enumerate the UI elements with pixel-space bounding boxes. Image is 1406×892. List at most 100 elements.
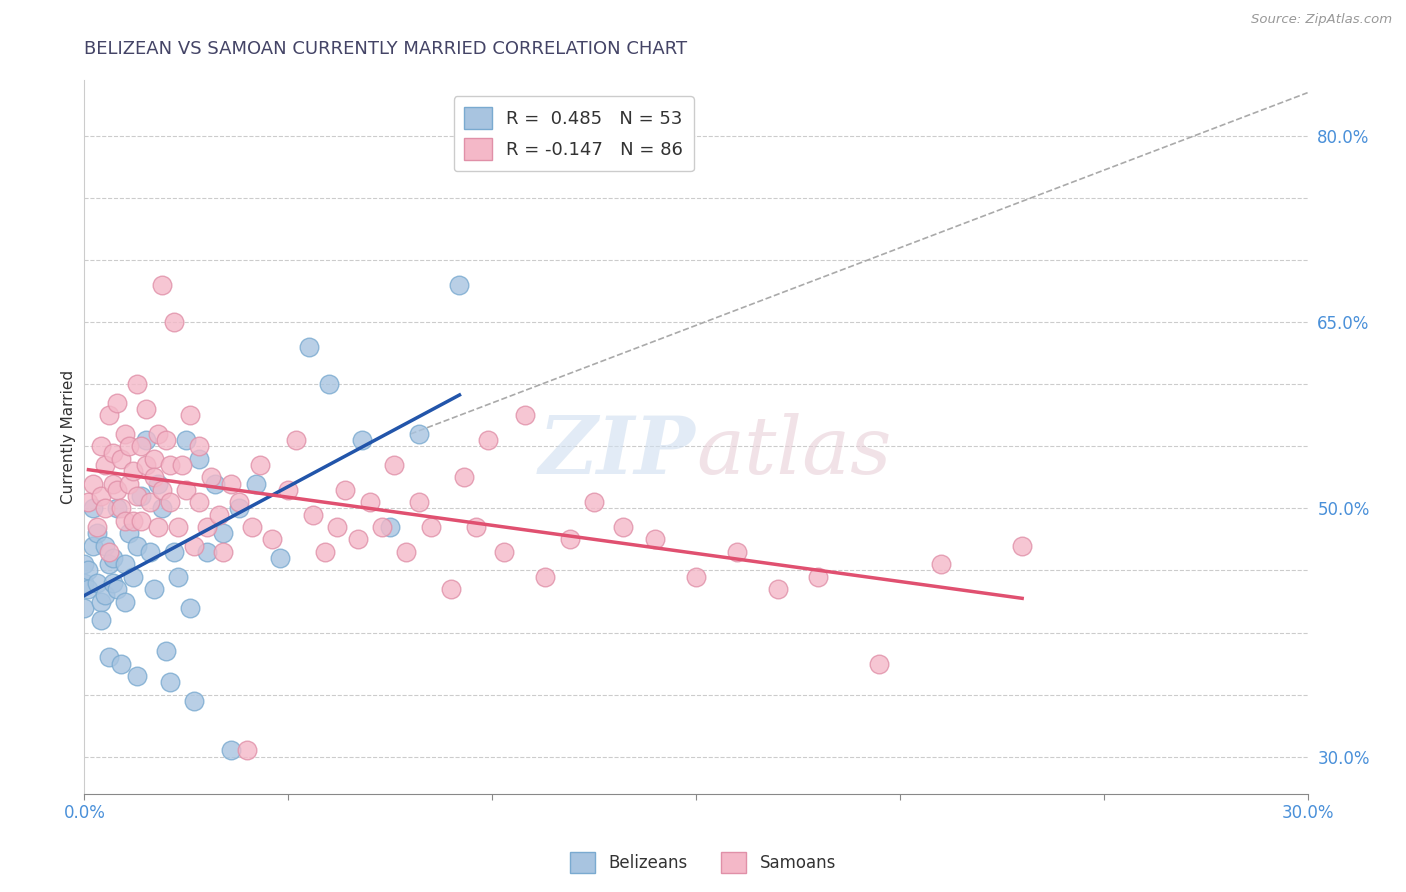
Text: atlas: atlas: [696, 413, 891, 490]
Point: [97, 545, 120, 559]
Point: [122, 570, 145, 584]
Point: [172, 458, 194, 472]
Point: [114, 427, 136, 442]
Point: [187, 495, 209, 509]
Point: [101, 551, 124, 566]
Point: [131, 489, 153, 503]
Point: [1011, 539, 1033, 553]
Point: [301, 508, 323, 522]
Point: [82, 501, 104, 516]
Point: [929, 558, 952, 572]
Point: [260, 533, 283, 547]
Point: [127, 669, 149, 683]
Legend: Belizeans, Samoans: Belizeans, Samoans: [564, 846, 842, 880]
Point: [97, 650, 120, 665]
Point: [93, 539, 115, 553]
Point: [869, 657, 891, 671]
Point: [612, 520, 634, 534]
Point: [174, 483, 197, 497]
Point: [101, 575, 124, 590]
Point: [135, 402, 157, 417]
Text: ZIP: ZIP: [538, 413, 696, 490]
Point: [269, 551, 291, 566]
Point: [90, 489, 112, 503]
Point: [73, 558, 96, 572]
Point: [228, 495, 250, 509]
Point: [513, 409, 536, 423]
Point: [534, 570, 557, 584]
Point: [408, 495, 430, 509]
Point: [167, 520, 190, 534]
Point: [318, 377, 340, 392]
Point: [101, 476, 124, 491]
Point: [118, 476, 141, 491]
Point: [440, 582, 463, 596]
Point: [159, 458, 181, 472]
Point: [105, 582, 128, 596]
Point: [219, 476, 242, 491]
Point: [228, 501, 250, 516]
Point: [155, 644, 177, 658]
Point: [314, 545, 336, 559]
Point: [807, 570, 830, 584]
Point: [685, 570, 707, 584]
Point: [212, 545, 235, 559]
Point: [449, 278, 471, 293]
Point: [73, 600, 96, 615]
Point: [285, 433, 308, 447]
Point: [73, 575, 96, 590]
Point: [97, 558, 120, 572]
Point: [183, 694, 205, 708]
Point: [163, 315, 186, 329]
Point: [350, 433, 373, 447]
Point: [105, 483, 128, 497]
Point: [93, 458, 115, 472]
Point: [179, 409, 201, 423]
Point: [146, 427, 169, 442]
Point: [212, 526, 235, 541]
Point: [346, 533, 368, 547]
Legend: R =  0.485   N = 53, R = -0.147   N = 86: R = 0.485 N = 53, R = -0.147 N = 86: [454, 96, 693, 171]
Point: [131, 439, 153, 453]
Point: [494, 545, 516, 559]
Point: [142, 582, 165, 596]
Point: [167, 570, 190, 584]
Point: [127, 377, 149, 392]
Point: [420, 520, 443, 534]
Point: [380, 520, 402, 534]
Point: [127, 539, 149, 553]
Point: [477, 433, 499, 447]
Point: [105, 396, 128, 410]
Point: [138, 545, 160, 559]
Point: [187, 439, 209, 453]
Point: [236, 743, 259, 757]
Point: [558, 533, 581, 547]
Point: [122, 464, 145, 478]
Point: [127, 489, 149, 503]
Point: [105, 501, 128, 516]
Point: [150, 278, 173, 293]
Point: [101, 445, 124, 459]
Point: [118, 439, 141, 453]
Point: [155, 433, 177, 447]
Point: [138, 495, 160, 509]
Point: [408, 427, 430, 442]
Point: [122, 514, 145, 528]
Point: [159, 495, 181, 509]
Point: [90, 594, 112, 608]
Point: [135, 458, 157, 472]
Point: [464, 520, 486, 534]
Point: [204, 476, 226, 491]
Point: [93, 501, 115, 516]
Point: [118, 526, 141, 541]
Point: [93, 588, 115, 602]
Point: [142, 451, 165, 466]
Point: [382, 458, 405, 472]
Point: [249, 458, 271, 472]
Point: [82, 476, 104, 491]
Point: [110, 501, 132, 516]
Point: [114, 558, 136, 572]
Point: [114, 514, 136, 528]
Point: [110, 451, 132, 466]
Point: [195, 520, 218, 534]
